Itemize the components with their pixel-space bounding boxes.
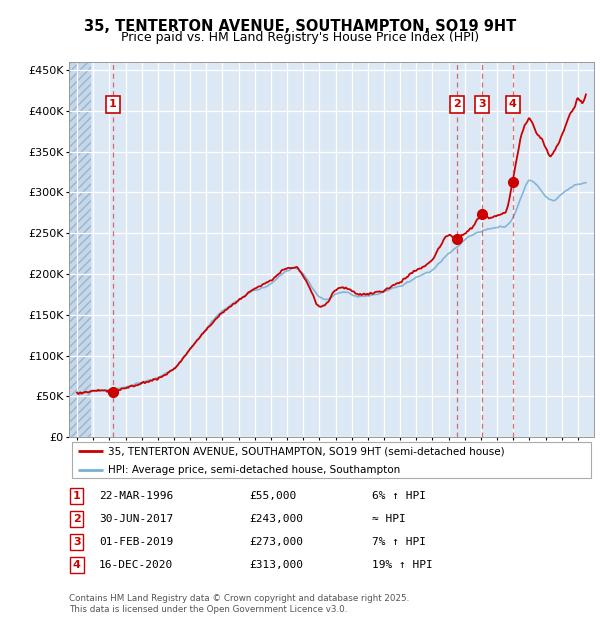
Bar [69, 62, 91, 437]
Text: £55,000: £55,000 [249, 491, 296, 501]
Text: 19% ↑ HPI: 19% ↑ HPI [372, 560, 433, 570]
Text: 7% ↑ HPI: 7% ↑ HPI [372, 537, 426, 547]
Text: 16-DEC-2020: 16-DEC-2020 [99, 560, 173, 570]
Text: Price paid vs. HM Land Registry's House Price Index (HPI): Price paid vs. HM Land Registry's House … [121, 31, 479, 44]
Text: 35, TENTERTON AVENUE, SOUTHAMPTON, SO19 9HT (semi-detached house): 35, TENTERTON AVENUE, SOUTHAMPTON, SO19 … [109, 446, 505, 456]
Text: 6% ↑ HPI: 6% ↑ HPI [372, 491, 426, 501]
Text: 30-JUN-2017: 30-JUN-2017 [99, 514, 173, 524]
Text: £243,000: £243,000 [249, 514, 303, 524]
Text: 4: 4 [509, 99, 517, 109]
Text: 1: 1 [109, 99, 117, 109]
Text: 35, TENTERTON AVENUE, SOUTHAMPTON, SO19 9HT: 35, TENTERTON AVENUE, SOUTHAMPTON, SO19 … [84, 19, 516, 33]
Text: 3: 3 [73, 537, 80, 547]
Text: 22-MAR-1996: 22-MAR-1996 [99, 491, 173, 501]
Text: 2: 2 [73, 514, 80, 524]
Text: ≈ HPI: ≈ HPI [372, 514, 406, 524]
Text: 3: 3 [478, 99, 486, 109]
FancyBboxPatch shape [71, 442, 592, 479]
Text: £273,000: £273,000 [249, 537, 303, 547]
Text: 4: 4 [73, 560, 81, 570]
Text: HPI: Average price, semi-detached house, Southampton: HPI: Average price, semi-detached house,… [109, 466, 401, 476]
Text: 01-FEB-2019: 01-FEB-2019 [99, 537, 173, 547]
Text: 1: 1 [73, 491, 80, 501]
Text: £313,000: £313,000 [249, 560, 303, 570]
Text: 2: 2 [452, 99, 460, 109]
Text: Contains HM Land Registry data © Crown copyright and database right 2025.
This d: Contains HM Land Registry data © Crown c… [69, 595, 409, 614]
